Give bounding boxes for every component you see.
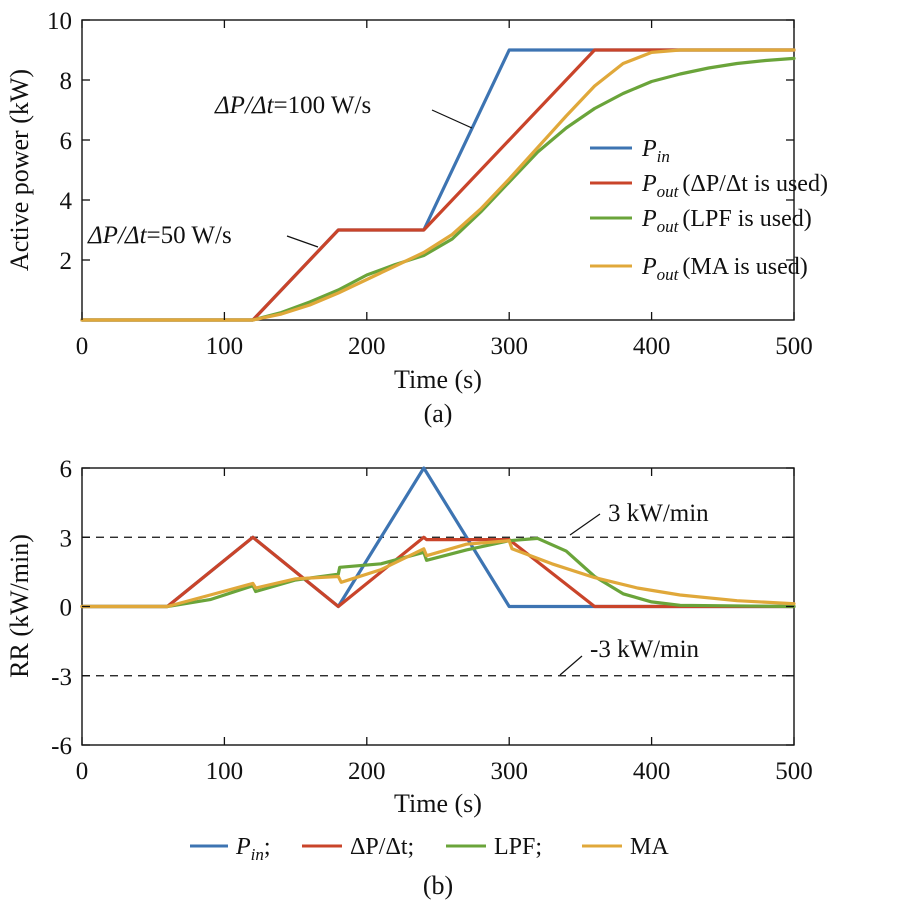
panel-b-ytick-label: -6 <box>51 733 72 760</box>
panel-b-xtick-label: 100 <box>206 758 244 785</box>
panel-a-active-power: 0 100 200 300 400 500 2 4 6 8 10 Time (s) Active p… <box>5 8 828 428</box>
legend-a-item-pin: Pin <box>590 136 670 166</box>
annotation-ramp-100: ΔP/Δt=100 W/s <box>214 92 473 129</box>
panel-a-caption: (a) <box>424 399 453 428</box>
legend-a-item-ma: Pout (MA is used) <box>590 254 808 284</box>
panel-b-ytick-label: 3 <box>60 525 73 552</box>
svg-text:Pin: Pin <box>641 136 670 166</box>
panel-b-series-line-1 <box>80 535 796 609</box>
panel-a-xtick-label: 100 <box>206 333 244 360</box>
ref-label-minus: -3 kW/min <box>559 636 700 676</box>
legend-a-pin-sub: in <box>657 147 670 166</box>
ref-label-minus-text: -3 kW/min <box>590 636 700 663</box>
legend-a-lpf-sub: out <box>657 217 680 236</box>
panel-a-xtick-label: 0 <box>76 333 89 360</box>
svg-text:Pin;: Pin; <box>235 834 271 864</box>
panel-a-ticks: 0 100 200 300 400 500 2 4 6 8 10 <box>47 8 813 360</box>
panel-a-plot-frame <box>81 19 795 321</box>
panel-b-ticks: 0 100 200 300 400 500 -6 -3 0 3 6 <box>51 456 813 785</box>
legend-b-pin-sub: in <box>251 845 264 864</box>
legend-b-lpf-name: LPF; <box>494 834 542 860</box>
panel-a-xtick-label: 500 <box>775 333 813 360</box>
panel-a-ytick-label: 2 <box>60 248 73 275</box>
panel-b-legend: Pin; ΔP/Δt; LPF; MA <box>190 834 669 864</box>
ref-label-plus-leader <box>569 513 601 536</box>
panel-a-ytick-label: 8 <box>60 68 73 95</box>
panel-a-xlabel: Time (s) <box>394 365 482 394</box>
panel-a-xtick-label: 200 <box>348 333 386 360</box>
panel-b-caption: (b) <box>423 871 453 900</box>
panel-b-series-line-3 <box>80 539 796 609</box>
panel-a-series-line-2 <box>80 56 796 322</box>
svg-text:ΔP/Δt=50 W/s: ΔP/Δt=50 W/s <box>87 222 232 249</box>
legend-a-item-lpf: Pout (LPF is used) <box>590 206 812 236</box>
ref-label-plus-text: 3 kW/min <box>608 500 709 527</box>
ref-label-plus: 3 kW/min <box>569 500 709 536</box>
legend-a-ramp-symbol: P <box>641 171 657 197</box>
annotation-ramp-100-value: =100 W/s <box>274 92 372 119</box>
legend-a-ramp-name: (ΔP/Δt is used) <box>682 171 828 197</box>
legend-a-ramp-sub: out <box>657 182 680 201</box>
panel-a-ytick-label: 6 <box>60 128 73 155</box>
panel-a-xtick-label: 300 <box>490 333 528 360</box>
panel-a-series-line-3 <box>80 48 796 322</box>
legend-b-ma-name: MA <box>630 834 669 860</box>
panel-b-xlabel: Time (s) <box>394 789 482 818</box>
panel-b-ytick-label: 0 <box>60 595 73 622</box>
panel-b-xtick-label: 500 <box>775 758 813 785</box>
panel-b-reference-lines <box>82 536 794 677</box>
panel-a-xtick-label: 400 <box>633 333 671 360</box>
legend-a-ma-symbol: P <box>641 254 657 280</box>
annotation-ramp-50-value: =50 W/s <box>147 222 232 249</box>
panel-b-ramp-rate: 0 100 200 300 400 500 -6 -3 0 3 6 Time (s) RR (kW/… <box>5 456 813 900</box>
panel-a-ytick-label: 4 <box>60 188 73 215</box>
panel-b-xtick-label: 300 <box>490 758 528 785</box>
panel-b-ylabel: RR (kW/min) <box>5 534 34 678</box>
annotation-ramp-50-ratio: ΔP/Δt <box>87 222 148 249</box>
panel-b-ytick-label: -3 <box>51 664 72 691</box>
legend-b-pin-symbol: P <box>235 834 251 860</box>
svg-text:Pout(MA is used): Pout (MA is used) <box>641 254 808 284</box>
panel-a-ylabel: Active power (kW) <box>5 69 34 271</box>
legend-a-lpf-symbol: P <box>641 206 657 232</box>
panel-a-legend: Pin Pout (ΔP/Δt is used) Pout (LPF is used… <box>590 136 828 284</box>
legend-a-ma-name: (MA is used) <box>682 254 807 280</box>
panel-b-ytick-label: 6 <box>60 456 73 483</box>
legend-b-pin-name: ; <box>264 834 271 860</box>
legend-a-item-ramp: Pout (ΔP/Δt is used) <box>590 171 828 201</box>
legend-b-ramp-name: ΔP/Δt; <box>350 834 414 860</box>
legend-a-pin-symbol: P <box>641 136 657 162</box>
annotation-ramp-100-ratio: ΔP/Δt <box>214 92 275 119</box>
legend-a-lpf-name: (LPF is used) <box>682 206 811 232</box>
ref-label-minus-leader <box>559 655 583 676</box>
panel-b-xtick-label: 0 <box>76 758 89 785</box>
svg-text:Pout(ΔP/Δt is used): Pout (ΔP/Δt is used) <box>641 171 828 201</box>
panel-b-xtick-label: 400 <box>633 758 671 785</box>
annotation-ramp-50-leader <box>286 235 319 248</box>
annotation-ramp-50: ΔP/Δt=50 W/s <box>87 222 319 249</box>
annotation-ramp-100-leader <box>431 109 473 129</box>
panel-b-series <box>80 466 796 609</box>
legend-a-ma-sub: out <box>657 265 680 284</box>
panel-b-xtick-label: 200 <box>348 758 386 785</box>
panel-a-ytick-label: 10 <box>47 8 72 35</box>
svg-text:ΔP/Δt=100 W/s: ΔP/Δt=100 W/s <box>214 92 371 119</box>
svg-text:Pout(LPF is used): Pout (LPF is used) <box>641 206 812 236</box>
